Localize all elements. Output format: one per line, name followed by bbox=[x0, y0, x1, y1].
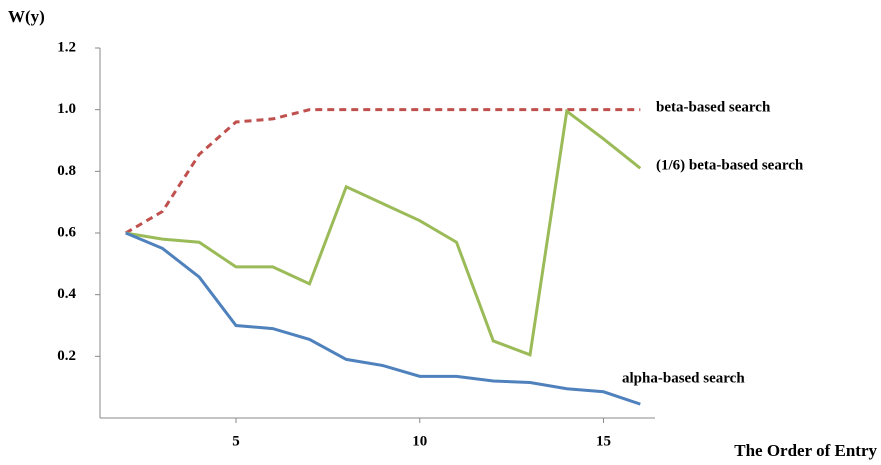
x-tick-label: 15 bbox=[596, 433, 611, 449]
x-tick-label: 5 bbox=[232, 433, 240, 449]
y-tick-label: 0.2 bbox=[57, 348, 76, 364]
y-tick-label: 0.6 bbox=[57, 224, 76, 240]
x-tick-label: 10 bbox=[412, 433, 427, 449]
series-line bbox=[124, 108, 641, 235]
series-line bbox=[125, 231, 641, 406]
series-label: (1/6) beta-based search bbox=[656, 157, 804, 173]
series-label: alpha-based search bbox=[622, 370, 745, 386]
series-line bbox=[125, 108, 642, 357]
y-tick-label: 1.0 bbox=[57, 101, 76, 117]
y-axis-label: W(y) bbox=[8, 7, 45, 26]
x-axis-label: The Order of Entry bbox=[734, 441, 877, 460]
y-tick-label: 1.2 bbox=[57, 39, 76, 55]
y-tick-label: 0.4 bbox=[57, 286, 76, 302]
series-label: beta-based search bbox=[656, 99, 771, 115]
y-tick-label: 0.8 bbox=[57, 163, 76, 179]
